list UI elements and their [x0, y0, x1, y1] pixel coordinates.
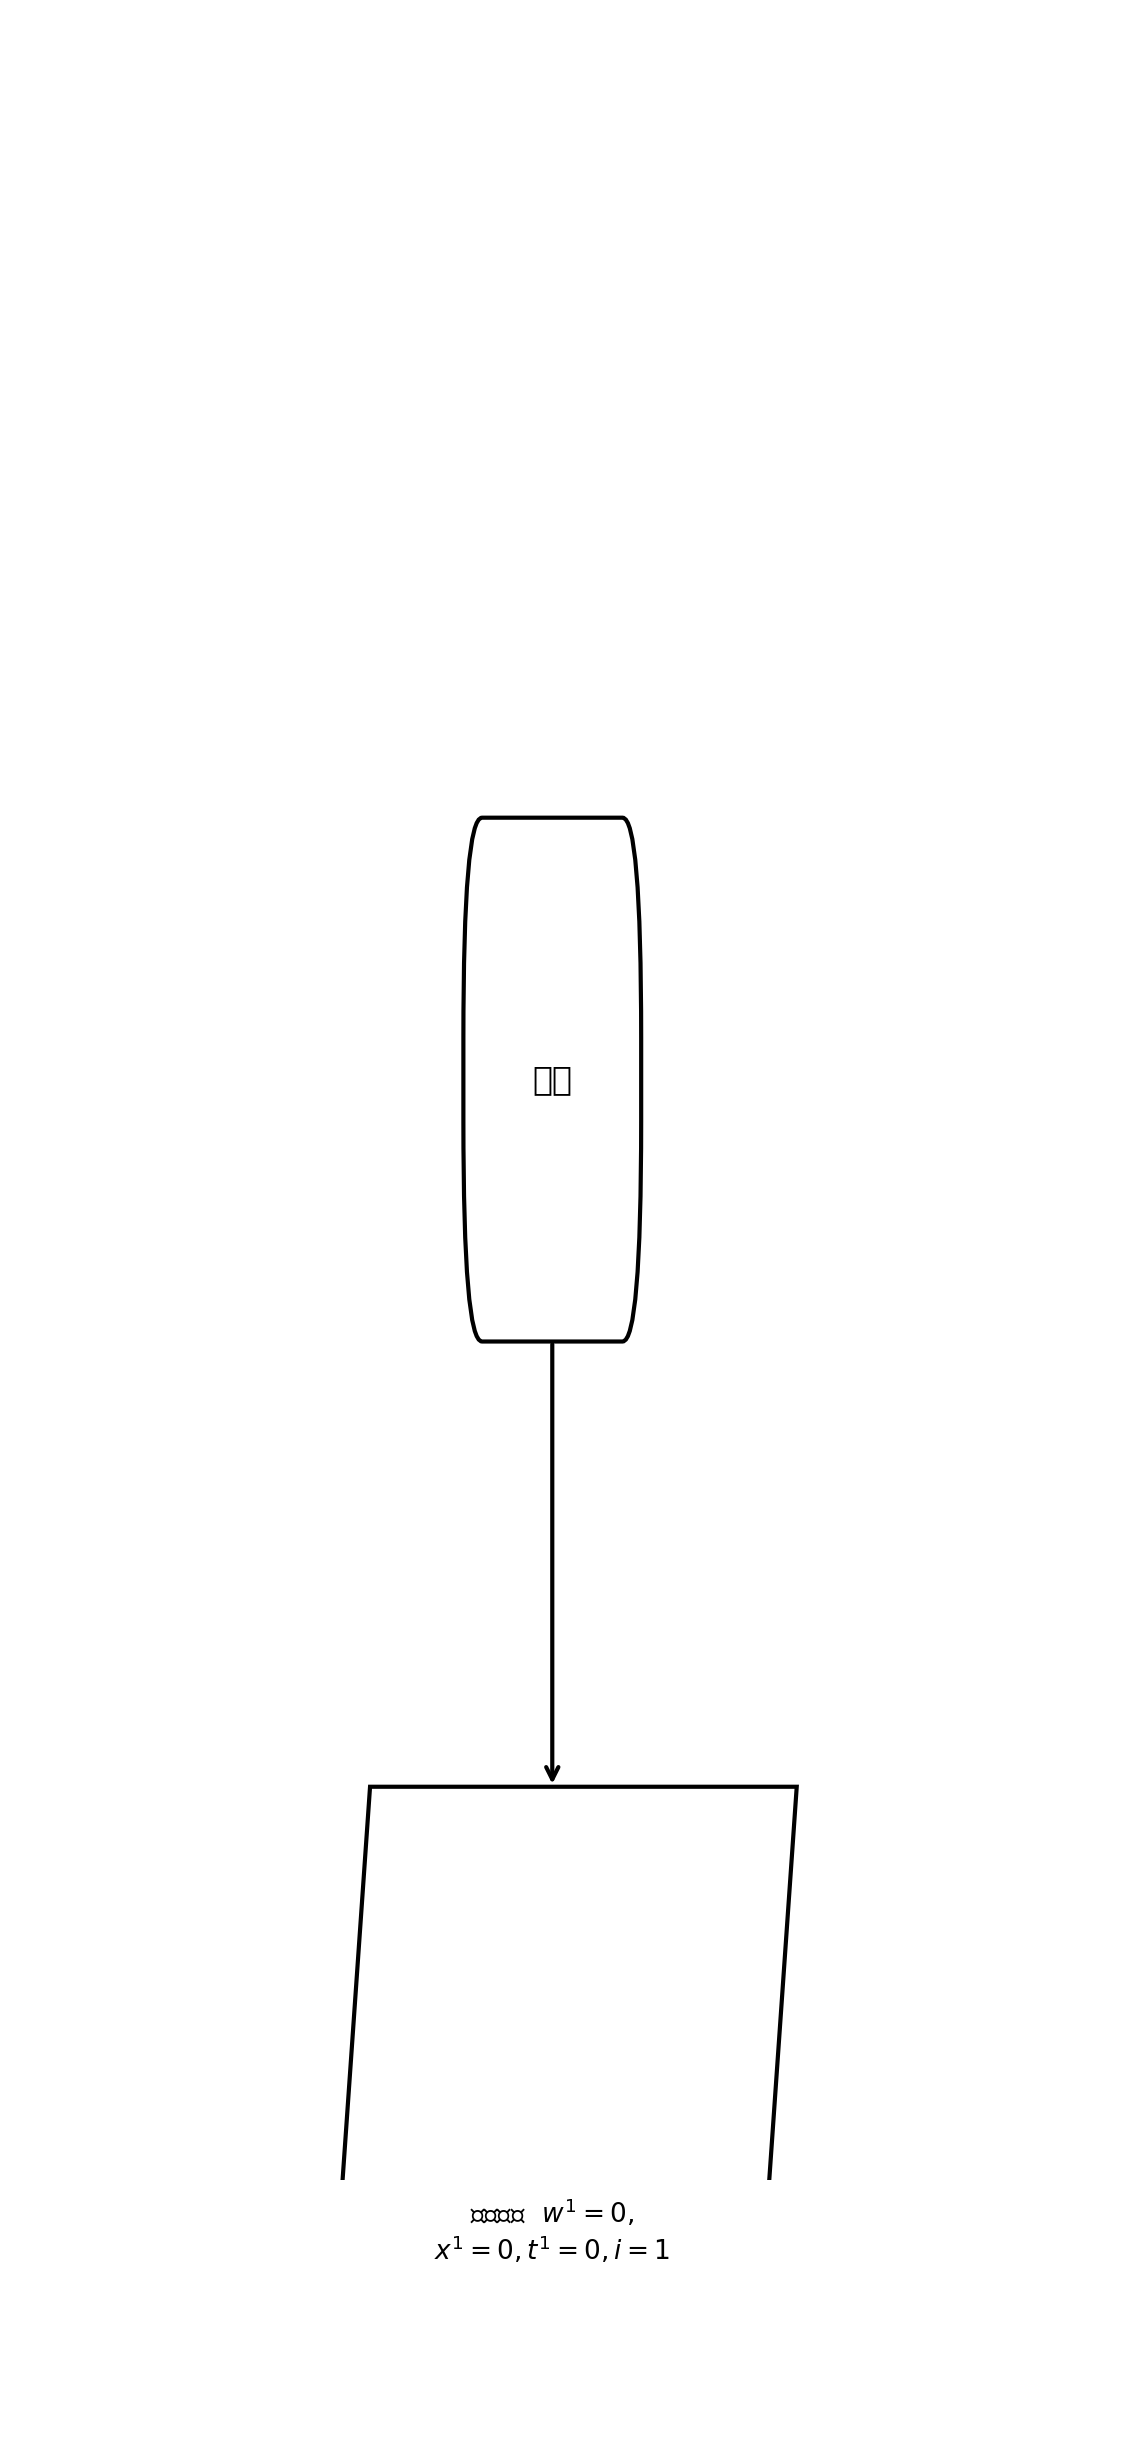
Polygon shape	[307, 1788, 797, 2449]
Text: 开始: 开始	[532, 1063, 572, 1097]
Text: 初始化：  $w^1=0,$
$x^1=0,t^1=0,i=1$: 初始化： $w^1=0,$ $x^1=0,t^1=0,i=1$	[435, 2197, 670, 2265]
FancyBboxPatch shape	[463, 818, 641, 1342]
